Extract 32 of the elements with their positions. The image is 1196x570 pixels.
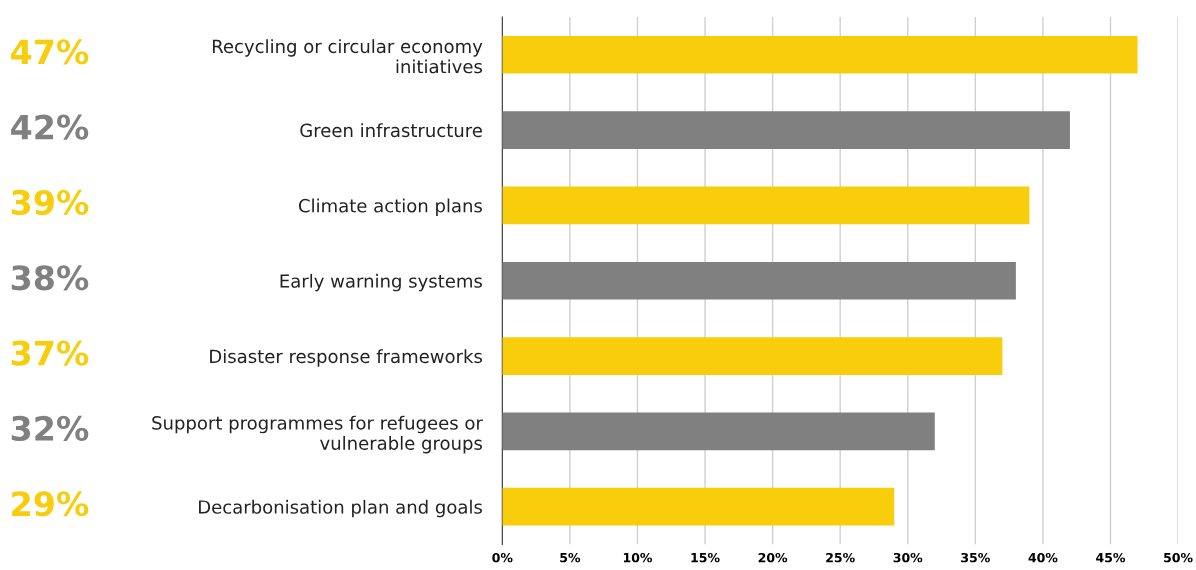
x-tick-label: 0% (492, 552, 513, 563)
x-tick-label: 50% (1164, 552, 1193, 563)
y-tick-label: Green infrastructure (300, 123, 482, 138)
data-label: 37% (11, 340, 89, 366)
data-label: 32% (11, 415, 89, 442)
y-tick-label: Support programmes for refugees or vulnerable groups (152, 415, 483, 454)
bar (502, 186, 1030, 225)
data-label: 47% (11, 39, 89, 65)
bar (502, 337, 1003, 375)
y-tick-label: Climate action plans (298, 198, 482, 217)
data-label: 42% (11, 114, 89, 140)
x-tick-label: 5% (560, 552, 581, 563)
y-tick-label: Recycling or circular economy initiatives (212, 39, 483, 74)
bar (502, 261, 1016, 300)
data-label: 39% (11, 189, 89, 216)
x-tick-label: 25% (826, 552, 855, 563)
x-tick-label: 10% (623, 552, 653, 563)
bar (502, 412, 935, 451)
bar (502, 487, 895, 526)
x-tick-label: 15% (691, 552, 720, 563)
x-tick-label: 20% (758, 552, 788, 563)
x-tick-label: 30% (893, 552, 923, 563)
y-tick-label: Disaster response frameworks (210, 349, 482, 367)
x-tick-label: 40% (1028, 552, 1058, 563)
bar (502, 111, 1070, 149)
y-tick-label: Early warning systems (280, 273, 482, 292)
y-tick-label: Decarbonisation plan and goals (199, 499, 482, 518)
data-label: 29% (12, 491, 89, 517)
data-label: 38% (11, 265, 89, 291)
x-tick-label: 35% (961, 552, 990, 563)
bar (502, 35, 1138, 74)
x-tick-label: 45% (1096, 552, 1126, 563)
